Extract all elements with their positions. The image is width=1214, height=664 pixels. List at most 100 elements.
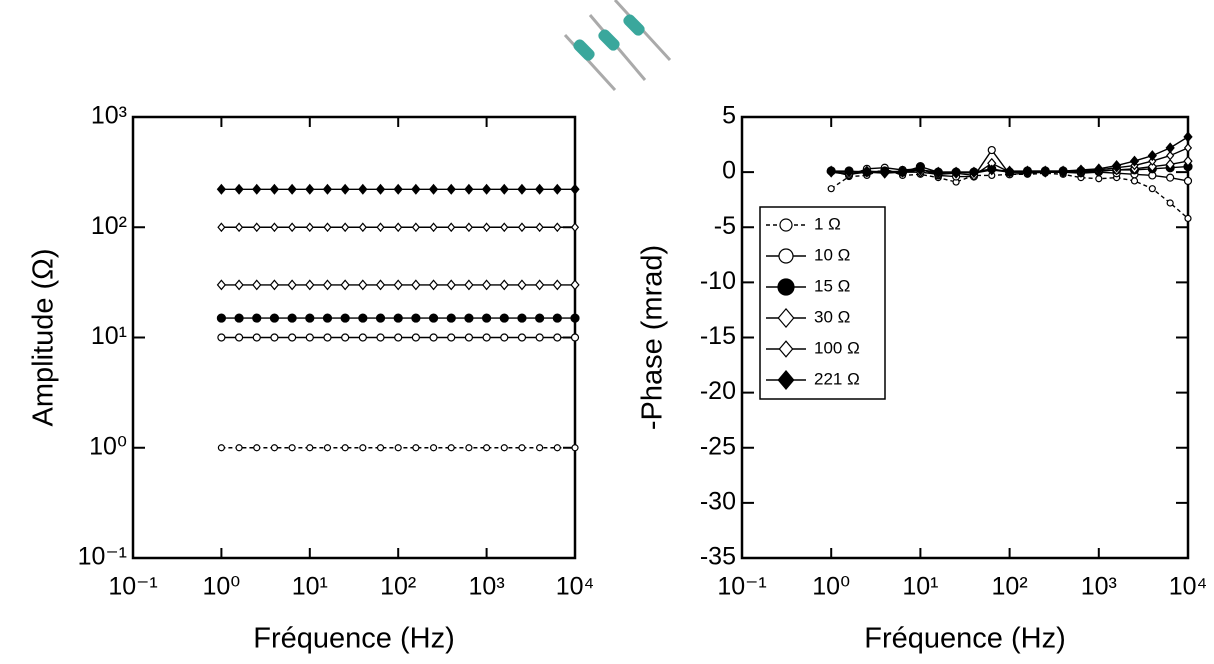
marker xyxy=(779,218,793,232)
marker xyxy=(429,222,438,233)
marker xyxy=(933,166,943,178)
marker xyxy=(323,333,332,342)
marker xyxy=(499,313,509,323)
marker xyxy=(1095,175,1103,183)
marker xyxy=(1112,160,1122,171)
marker xyxy=(217,222,226,233)
marker xyxy=(341,333,350,342)
marker xyxy=(1166,199,1174,207)
marker xyxy=(1165,158,1175,170)
marker xyxy=(376,444,385,452)
marker xyxy=(518,444,526,452)
marker xyxy=(234,279,244,291)
marker xyxy=(552,183,562,195)
marker xyxy=(411,313,421,323)
y-tick-label: 10⁰ xyxy=(89,432,127,460)
y-tick-label: -10 xyxy=(700,267,736,295)
y-tick-label: -20 xyxy=(700,377,736,405)
marker xyxy=(464,313,474,323)
marker xyxy=(323,444,332,452)
marker xyxy=(499,183,509,195)
marker xyxy=(1022,165,1033,177)
marker xyxy=(553,222,562,233)
marker xyxy=(1165,142,1175,154)
marker xyxy=(428,279,439,291)
marker xyxy=(483,444,491,452)
marker xyxy=(777,278,795,296)
marker xyxy=(269,313,280,323)
y-tick-label: -25 xyxy=(700,432,736,460)
marker xyxy=(500,222,509,233)
marker xyxy=(517,183,527,195)
y-tick-label: 10³ xyxy=(91,102,127,130)
marker xyxy=(464,222,474,233)
marker xyxy=(234,313,244,323)
marker xyxy=(1040,165,1050,177)
marker xyxy=(393,183,403,195)
x-axis-title: Fréquence (Hz) xyxy=(864,623,1065,655)
marker xyxy=(1184,214,1192,223)
marker xyxy=(340,279,350,291)
marker xyxy=(341,222,350,233)
resistor-body xyxy=(573,39,595,61)
marker xyxy=(447,222,456,233)
resistor-body xyxy=(598,29,620,51)
marker xyxy=(216,279,227,291)
marker xyxy=(341,444,349,452)
marker xyxy=(862,165,872,177)
marker xyxy=(393,279,403,291)
marker xyxy=(1183,176,1193,186)
marker xyxy=(1166,150,1175,161)
marker xyxy=(536,444,544,452)
marker xyxy=(411,183,421,195)
marker xyxy=(269,279,280,291)
marker xyxy=(322,183,333,195)
x-tick-label: 10⁻¹ xyxy=(108,573,157,601)
resistor-icon xyxy=(563,0,672,92)
marker xyxy=(394,444,402,452)
marker xyxy=(827,185,835,193)
marker xyxy=(340,313,350,323)
marker xyxy=(465,444,473,452)
marker xyxy=(778,248,794,264)
x-tick-label: 10⁴ xyxy=(1169,573,1208,601)
marker xyxy=(323,222,332,233)
marker xyxy=(517,222,527,233)
legend-box xyxy=(759,206,886,400)
marker xyxy=(428,183,439,195)
marker xyxy=(428,313,439,323)
y-tick-label: 5 xyxy=(722,102,736,130)
y-tick-label: 10² xyxy=(91,212,127,240)
x-tick-label: 10² xyxy=(992,573,1028,601)
marker xyxy=(482,222,491,233)
marker xyxy=(1004,165,1015,177)
marker xyxy=(552,313,562,323)
marker xyxy=(216,183,227,195)
marker xyxy=(778,340,794,358)
marker xyxy=(429,333,438,342)
legend-label: 15 Ω xyxy=(814,276,850,295)
marker xyxy=(322,279,333,291)
marker xyxy=(535,183,545,195)
marker xyxy=(305,222,314,233)
marker xyxy=(535,333,544,342)
x-tick-label: 10⁴ xyxy=(556,573,595,601)
marker xyxy=(446,313,456,323)
marker xyxy=(393,313,403,323)
marker xyxy=(375,279,386,291)
legend-label: 100 Ω xyxy=(814,338,860,357)
marker xyxy=(987,145,996,155)
marker xyxy=(269,183,280,195)
marker xyxy=(499,279,509,291)
marker xyxy=(570,313,580,323)
y-axis-title: Amplitude (Ω) xyxy=(28,248,60,426)
marker xyxy=(777,369,795,391)
marker xyxy=(535,279,545,291)
marker xyxy=(535,222,544,233)
marker xyxy=(358,183,368,195)
marker xyxy=(270,222,279,233)
marker xyxy=(517,333,527,342)
marker xyxy=(375,183,386,195)
marker xyxy=(1147,150,1157,162)
